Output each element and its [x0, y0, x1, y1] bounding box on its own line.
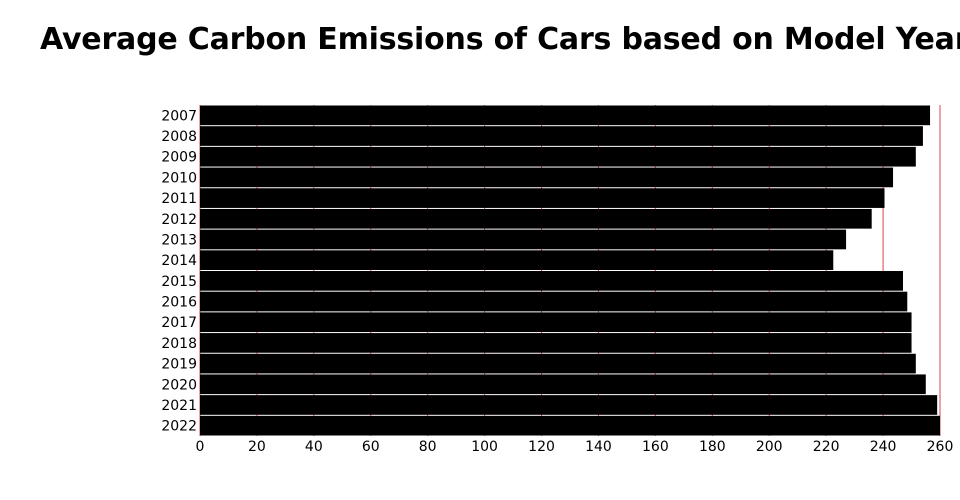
y-tick-label: 2019 — [161, 357, 197, 373]
bar — [200, 312, 912, 333]
bar — [200, 415, 940, 436]
y-tick-label: 2008 — [161, 129, 197, 145]
bar — [200, 188, 885, 208]
y-tick-label: 2011 — [161, 191, 197, 207]
x-tick-label: 0 — [196, 439, 205, 455]
x-tick-label: 120 — [528, 439, 555, 455]
y-tick-label: 2015 — [161, 274, 197, 290]
x-tick-label: 160 — [642, 439, 669, 455]
x-tick-label: 220 — [813, 439, 840, 455]
x-tick-label: 180 — [699, 439, 726, 455]
y-tick-label: 2007 — [161, 108, 197, 124]
bar — [200, 250, 834, 270]
bar — [200, 271, 903, 291]
y-tick-label: 2009 — [161, 150, 197, 166]
x-tick-label: 60 — [362, 439, 380, 455]
bar — [200, 353, 916, 374]
bar — [200, 291, 908, 312]
y-tick-label: 2014 — [161, 253, 197, 269]
y-tick-label: 2017 — [161, 315, 197, 331]
y-tick-label: 2021 — [161, 398, 197, 414]
x-tick-label: 20 — [248, 439, 266, 455]
x-tick-label: 260 — [927, 439, 954, 455]
bar — [200, 167, 894, 188]
y-tick-label: 2018 — [161, 336, 197, 352]
bar — [200, 395, 938, 415]
y-tick-label: 2013 — [161, 232, 197, 248]
y-tick-label: 2020 — [161, 377, 197, 393]
chart-title: Average Carbon Emissions of Cars based o… — [40, 22, 960, 57]
x-tick-label: 40 — [305, 439, 323, 455]
x-tick-label: 200 — [756, 439, 783, 455]
x-tick-label: 240 — [870, 439, 897, 455]
x-tick-label: 80 — [419, 439, 437, 455]
bar — [200, 229, 847, 250]
y-tick-label: 2010 — [161, 170, 197, 186]
bar — [200, 126, 923, 146]
bar — [200, 105, 931, 126]
bar — [200, 208, 872, 229]
y-tick-label: 2022 — [161, 419, 197, 435]
y-tick-label: 2012 — [161, 212, 197, 228]
bar — [200, 374, 926, 395]
x-tick-label: 100 — [471, 439, 498, 455]
bar — [200, 333, 912, 353]
x-tick-label: 140 — [585, 439, 612, 455]
y-tick-label: 2016 — [161, 295, 197, 311]
bar — [200, 146, 916, 167]
